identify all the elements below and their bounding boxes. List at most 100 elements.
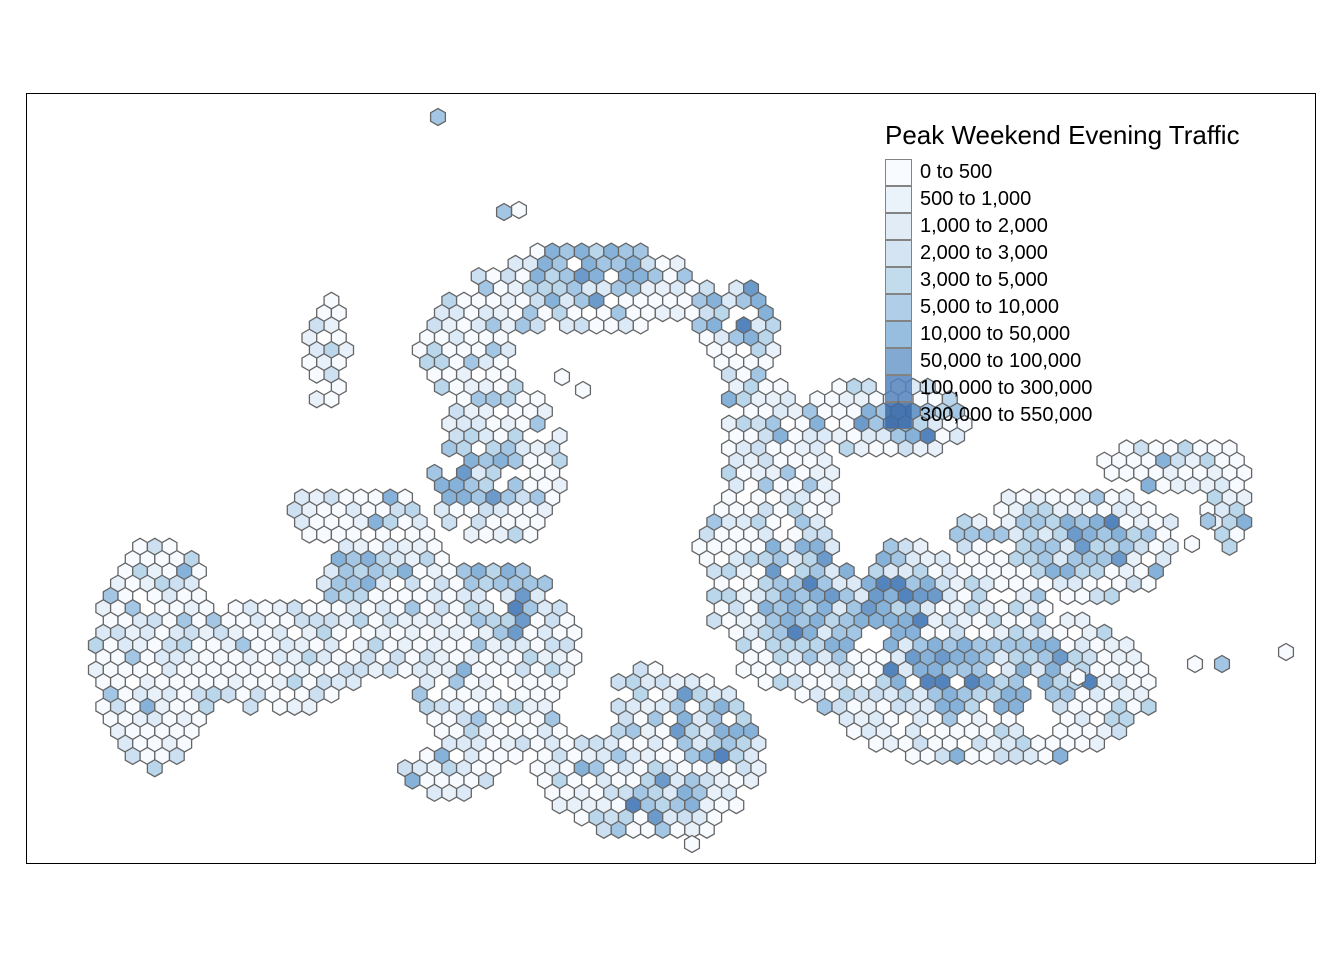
hex-cell[interactable] (654, 820, 671, 839)
hex-cell[interactable] (463, 525, 480, 544)
hex-cell[interactable] (124, 746, 141, 766)
hex-cell[interactable] (743, 771, 760, 790)
hex-cell[interactable] (1199, 511, 1217, 531)
hex-cell[interactable] (794, 685, 811, 704)
hex-cell[interactable] (617, 316, 634, 335)
hex-cell[interactable] (323, 685, 340, 704)
hex-cell[interactable] (1111, 722, 1128, 741)
hex-cell[interactable] (639, 820, 656, 839)
hex-cell[interactable] (846, 722, 863, 741)
hex-cell[interactable] (323, 389, 340, 409)
hex-cell[interactable] (735, 291, 752, 311)
hex-cell[interactable] (698, 820, 715, 839)
hex-cell[interactable] (1213, 654, 1231, 674)
hex-cell[interactable] (654, 303, 671, 323)
hex-cell[interactable] (610, 672, 627, 692)
hex-cell[interactable] (1155, 476, 1172, 495)
hex-cell[interactable] (632, 316, 649, 335)
hex-cell[interactable] (529, 414, 546, 434)
hex-cell[interactable] (868, 734, 885, 753)
hex-cell[interactable] (993, 746, 1010, 766)
hex-cell[interactable] (919, 746, 936, 766)
hex-cell[interactable] (1140, 697, 1157, 716)
hex-cell[interactable] (433, 377, 450, 397)
hex-cell[interactable] (345, 672, 362, 692)
hex-cell[interactable] (1140, 574, 1157, 593)
hex-cell[interactable] (1183, 534, 1201, 554)
hex-cell[interactable] (993, 525, 1010, 544)
hex-cell[interactable] (429, 107, 447, 127)
hex-cell[interactable] (308, 365, 325, 384)
hex-cell[interactable] (529, 316, 546, 335)
hex-cell[interactable] (168, 746, 185, 766)
hex-cell[interactable] (1277, 642, 1295, 662)
hex-cell[interactable] (507, 525, 524, 544)
hex-cell[interactable] (316, 525, 333, 544)
hex-cell[interactable] (757, 672, 774, 692)
hex-cell[interactable] (1103, 586, 1120, 606)
hex-cell[interactable] (1022, 746, 1039, 766)
hex-cell[interactable] (301, 525, 318, 544)
hex-cell[interactable] (507, 451, 524, 470)
hex-cell[interactable] (1118, 463, 1135, 483)
hex-cell[interactable] (978, 746, 995, 766)
hex-cell[interactable] (308, 389, 325, 409)
hex-cell[interactable] (853, 439, 870, 458)
hex-cell[interactable] (1008, 746, 1025, 766)
hex-cell[interactable] (882, 439, 899, 458)
hex-cell[interactable] (478, 525, 495, 544)
hex-cell[interactable] (772, 672, 789, 692)
hex-cell[interactable] (441, 783, 458, 803)
hex-cell[interactable] (514, 316, 531, 335)
hex-cell[interactable] (441, 512, 458, 532)
hex-cell[interactable] (816, 697, 833, 716)
hex-cell[interactable] (1184, 476, 1201, 495)
hex-cell[interactable] (1103, 463, 1120, 483)
hex-cell[interactable] (1089, 734, 1106, 753)
hex-cell[interactable] (882, 734, 899, 753)
hex-cell[interactable] (595, 820, 612, 839)
hex-cell[interactable] (1074, 586, 1091, 606)
hex-cell[interactable] (897, 439, 914, 458)
hex-cell[interactable] (1074, 734, 1091, 753)
hex-cell[interactable] (286, 697, 303, 716)
hex-cell[interactable] (706, 611, 723, 630)
hex-cell[interactable] (146, 758, 163, 778)
hex-cell[interactable] (271, 697, 288, 716)
hex-cell[interactable] (551, 795, 568, 815)
hex-cell[interactable] (382, 660, 399, 680)
hex-cell[interactable] (610, 820, 627, 839)
hex-cell[interactable] (669, 820, 686, 839)
hex-cell[interactable] (904, 746, 921, 766)
hex-cell[interactable] (949, 426, 966, 446)
hex-cell[interactable] (220, 685, 237, 704)
hex-cell[interactable] (507, 746, 524, 766)
hex-cell[interactable] (301, 697, 318, 716)
hex-cell[interactable] (1069, 667, 1087, 687)
hex-cell[interactable] (1186, 654, 1204, 674)
hex-cell[interactable] (1169, 476, 1186, 495)
hex-cell[interactable] (573, 808, 590, 827)
hex-cell[interactable] (1052, 746, 1069, 766)
hex-cell[interactable] (669, 303, 686, 323)
hex-cell[interactable] (510, 200, 528, 220)
hex-cell[interactable] (478, 771, 495, 790)
hex-cell[interactable] (1037, 746, 1054, 766)
hex-cell[interactable] (735, 660, 752, 680)
hex-cell[interactable] (1059, 586, 1076, 606)
hex-cell[interactable] (603, 316, 620, 335)
hex-cell[interactable] (495, 202, 513, 222)
hex-cell[interactable] (404, 771, 421, 790)
hex-cell[interactable] (426, 783, 443, 803)
hex-cell[interactable] (1089, 586, 1106, 606)
hex-grid-map[interactable] (27, 94, 1316, 864)
hex-cell[interactable] (963, 746, 980, 766)
hex-cell[interactable] (492, 525, 509, 544)
hex-cell[interactable] (838, 439, 855, 458)
hex-cell[interactable] (868, 439, 885, 458)
hex-cell[interactable] (573, 316, 590, 335)
hex-cell[interactable] (912, 439, 929, 458)
hex-cell[interactable] (993, 574, 1010, 593)
hex-cell[interactable] (441, 439, 458, 458)
hex-cell[interactable] (367, 660, 384, 680)
